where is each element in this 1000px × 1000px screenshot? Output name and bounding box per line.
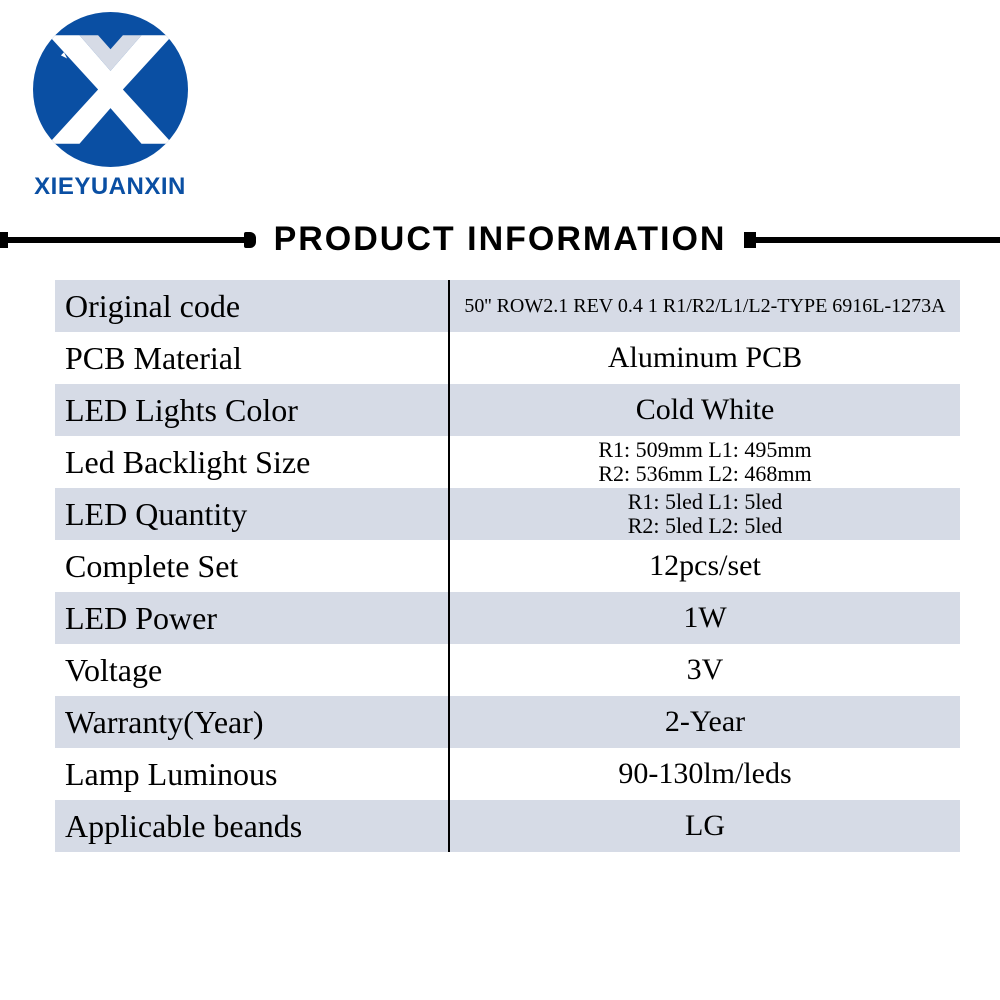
spec-value-line: R1: 509mm L1: 495mm (598, 438, 811, 462)
spec-label: Applicable beands (55, 800, 450, 852)
table-row: LED QuantityR1: 5led L1: 5ledR2: 5led L2… (55, 488, 960, 540)
section-title: PRODUCT INFORMATION (256, 220, 745, 259)
spec-value: 50'' ROW2.1 REV 0.4 1 R1/R2/L1/L2-TYPE 6… (450, 280, 960, 332)
table-row: Lamp Luminous90-130lm/leds (55, 748, 960, 800)
spec-label: PCB Material (55, 332, 450, 384)
title-divider-left (0, 237, 256, 243)
spec-value: Cold White (450, 384, 960, 436)
spec-value-line: R2: 536mm L2: 468mm (598, 462, 811, 486)
spec-value: 1W (450, 592, 960, 644)
brand-logo-block: XIEYUANXIN (20, 12, 200, 201)
table-row: PCB MaterialAluminum PCB (55, 332, 960, 384)
spec-value: 2-Year (450, 696, 960, 748)
spec-label: Original code (55, 280, 450, 332)
table-row: Complete Set12pcs/set (55, 540, 960, 592)
spec-label: LED Quantity (55, 488, 450, 540)
brand-logo-x-icon (33, 12, 188, 167)
spec-value: 3V (450, 644, 960, 696)
spec-label: LED Lights Color (55, 384, 450, 436)
spec-value: R1: 509mm L1: 495mmR2: 536mm L2: 468mm (450, 436, 960, 488)
spec-value: LG (450, 800, 960, 852)
brand-name: XIEYUANXIN (20, 173, 200, 201)
spec-label: Lamp Luminous (55, 748, 450, 800)
spec-value: R1: 5led L1: 5ledR2: 5led L2: 5led (450, 488, 960, 540)
spec-value-line: R2: 5led L2: 5led (628, 514, 783, 538)
table-row: Warranty(Year)2-Year (55, 696, 960, 748)
table-row: Led Backlight SizeR1: 509mm L1: 495mmR2:… (55, 436, 960, 488)
spec-label: Led Backlight Size (55, 436, 450, 488)
title-divider-right (744, 237, 1000, 243)
spec-value: Aluminum PCB (450, 332, 960, 384)
table-row: LED Power1W (55, 592, 960, 644)
table-row: LED Lights ColorCold White (55, 384, 960, 436)
table-row: Applicable beandsLG (55, 800, 960, 852)
table-row: Voltage3V (55, 644, 960, 696)
table-row: Original code50'' ROW2.1 REV 0.4 1 R1/R2… (55, 280, 960, 332)
spec-label: LED Power (55, 592, 450, 644)
spec-table: Original code50'' ROW2.1 REV 0.4 1 R1/R2… (55, 280, 960, 852)
spec-label: Complete Set (55, 540, 450, 592)
spec-label: Warranty(Year) (55, 696, 450, 748)
spec-value: 12pcs/set (450, 540, 960, 592)
section-title-row: PRODUCT INFORMATION (0, 220, 1000, 259)
spec-value-line: R1: 5led L1: 5led (628, 490, 783, 514)
brand-logo-circle (33, 12, 188, 167)
spec-value: 90-130lm/leds (450, 748, 960, 800)
spec-label: Voltage (55, 644, 450, 696)
